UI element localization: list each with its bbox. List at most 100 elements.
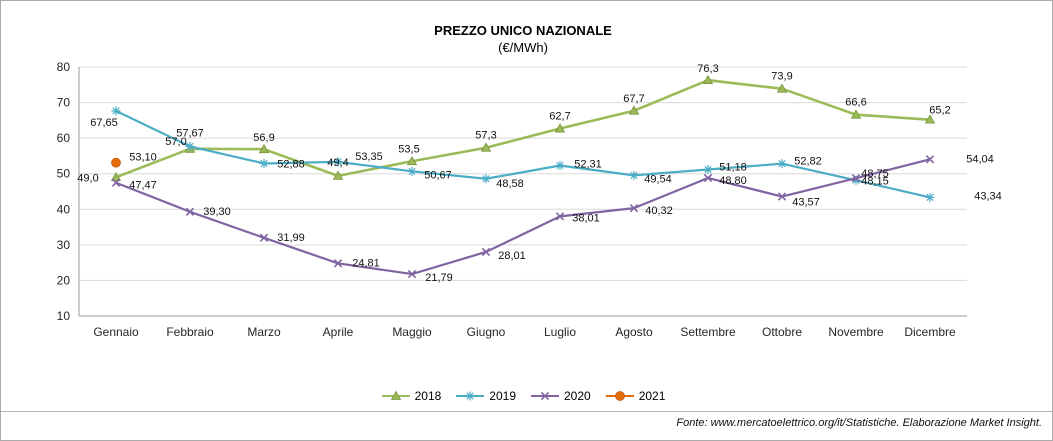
asterisk-marker xyxy=(482,175,490,183)
triangle-marker xyxy=(628,105,640,115)
data-label: 52,88 xyxy=(277,158,305,170)
circle-marker xyxy=(614,391,625,401)
x-marker xyxy=(925,155,935,164)
triangle-marker xyxy=(702,74,714,85)
data-label: 24,81 xyxy=(352,257,380,269)
data-label: 21,79 xyxy=(425,272,453,284)
triangle-marker xyxy=(110,171,122,182)
x-tick-label: Novembre xyxy=(828,325,884,339)
y-tick-label: 20 xyxy=(57,273,71,287)
circle-marker xyxy=(111,157,121,168)
x-tick-label: Gennaio xyxy=(93,325,139,339)
legend-item-2019: 2019 xyxy=(455,389,516,403)
y-tick-label: 80 xyxy=(57,60,71,74)
triangle-marker xyxy=(480,142,492,152)
asterisk-marker xyxy=(778,160,786,168)
x-marker xyxy=(185,207,195,216)
asterisk-marker xyxy=(926,193,934,202)
data-label: 57,67 xyxy=(176,127,204,139)
chart-border-bottom xyxy=(1,411,1052,412)
legend-swatch-icon xyxy=(381,390,410,400)
asterisk-marker xyxy=(260,159,268,168)
triangle-marker xyxy=(776,83,788,93)
x-tick-label: Dicembre xyxy=(904,325,956,339)
asterisk-marker xyxy=(630,171,638,179)
data-label: 31,99 xyxy=(277,232,305,244)
y-tick-label: 50 xyxy=(57,167,71,181)
asterisk-marker xyxy=(186,142,194,151)
data-label: 62,7 xyxy=(549,111,570,123)
y-tick-label: 70 xyxy=(57,96,71,110)
data-label: 50,67 xyxy=(424,169,452,181)
data-label: 65,2 xyxy=(929,105,950,117)
data-label: 53,5 xyxy=(398,143,419,155)
data-label: 52,31 xyxy=(574,158,602,170)
data-label: 54,04 xyxy=(966,153,994,165)
series-line-2019 xyxy=(115,109,931,199)
data-label: 28,01 xyxy=(498,250,526,262)
x-tick-label: Maggio xyxy=(392,325,432,339)
y-tick-label: 30 xyxy=(57,238,71,252)
asterisk-marker xyxy=(704,165,712,174)
data-label: 48,58 xyxy=(496,178,524,190)
x-tick-label: Ottobre xyxy=(762,325,802,339)
legend-label: 2020 xyxy=(564,389,591,403)
asterisk-marker xyxy=(112,107,120,115)
data-label: 67,65 xyxy=(90,117,118,129)
data-label: 47,47 xyxy=(129,180,157,192)
data-label: 57,0 xyxy=(165,136,186,148)
asterisk-marker xyxy=(408,167,416,175)
chart-legend: 2018 2019 2020 2021 xyxy=(1,389,1045,403)
x-tick-label: Agosto xyxy=(615,325,653,339)
x-marker xyxy=(259,233,269,242)
data-label: 48,15 xyxy=(861,175,889,187)
data-label: 56,9 xyxy=(253,132,274,144)
series-line-2018 xyxy=(115,78,931,179)
x-marker xyxy=(851,173,861,183)
data-label: 73,9 xyxy=(771,71,792,83)
legend-swatch-icon xyxy=(531,391,559,401)
legend-label: 2021 xyxy=(638,389,666,403)
data-label: 52,82 xyxy=(794,156,822,168)
asterisk-marker xyxy=(556,161,564,170)
chart-subtitle: (€/MWh) xyxy=(498,40,548,55)
triangle-marker xyxy=(850,109,862,119)
data-label: 38,01 xyxy=(572,212,600,224)
data-label: 48,80 xyxy=(719,175,747,187)
x-marker xyxy=(540,391,550,401)
asterisk-marker xyxy=(334,158,342,166)
x-tick-label: Settembre xyxy=(680,325,736,339)
data-label: 53,35 xyxy=(355,151,383,163)
data-label: 49,4 xyxy=(327,157,348,169)
data-label: 57,3 xyxy=(475,130,496,142)
y-tick-label: 40 xyxy=(57,202,71,216)
legend-item-2020: 2020 xyxy=(530,389,591,403)
triangle-marker xyxy=(332,170,344,180)
data-label: 53,10 xyxy=(129,152,157,164)
legend-label: 2018 xyxy=(414,389,442,403)
data-label: 51,18 xyxy=(719,162,747,174)
data-label: 43,57 xyxy=(792,197,820,209)
data-label: 48,75 xyxy=(861,168,889,180)
asterisk-marker xyxy=(466,392,474,400)
x-marker xyxy=(703,173,713,183)
x-marker xyxy=(777,192,787,201)
x-marker xyxy=(333,259,343,268)
data-label: 39,30 xyxy=(203,206,231,218)
data-label: 66,6 xyxy=(845,97,866,109)
triangle-marker xyxy=(924,114,936,124)
x-marker xyxy=(481,247,491,257)
data-label: 43,34 xyxy=(974,190,1002,202)
x-marker xyxy=(111,178,121,187)
data-label: 40,32 xyxy=(645,205,673,217)
data-label: 49,0 xyxy=(77,172,98,184)
legend-item-2021: 2021 xyxy=(605,389,666,403)
legend-swatch-icon xyxy=(456,391,485,401)
y-tick-label: 60 xyxy=(57,131,71,145)
x-marker xyxy=(555,212,565,221)
series-line-2020 xyxy=(115,158,931,276)
data-label: 49,54 xyxy=(644,173,672,185)
legend-item-2018: 2018 xyxy=(381,389,442,403)
